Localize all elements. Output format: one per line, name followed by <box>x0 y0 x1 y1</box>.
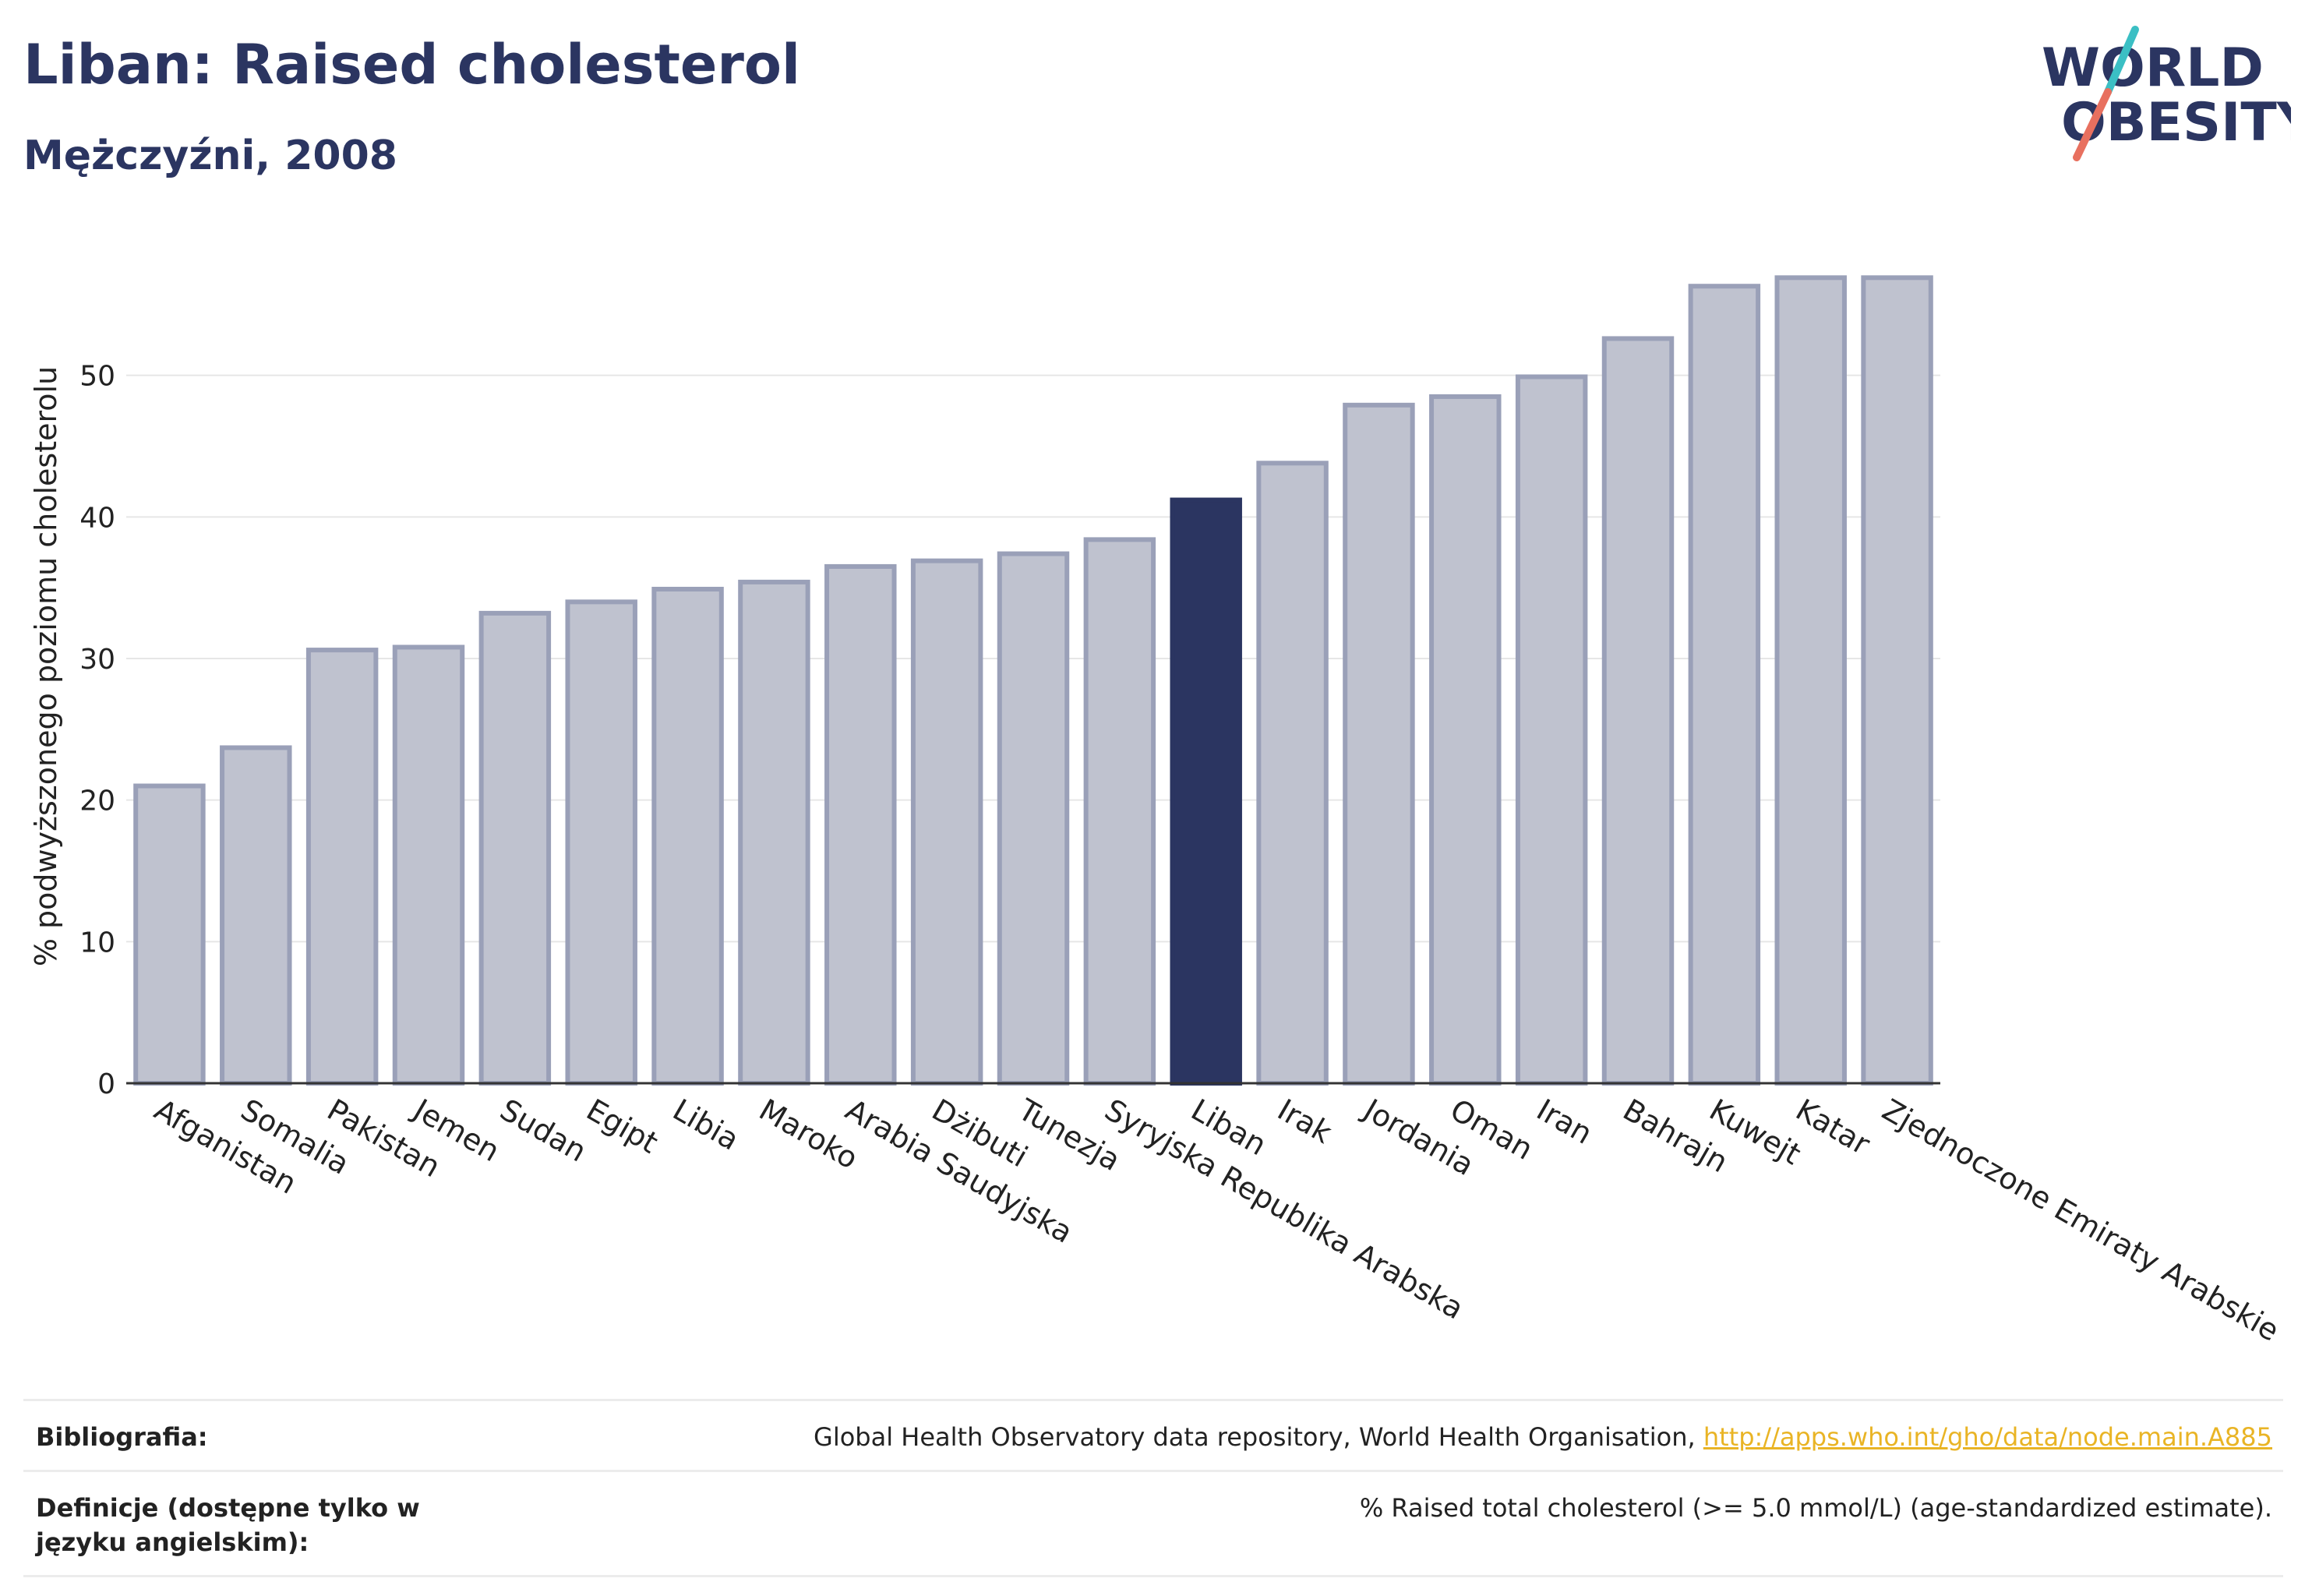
y-tick-label: 20 <box>79 786 115 817</box>
chart-bars <box>133 275 1933 1086</box>
footer-row-definitions: Definicje (dostępne tylko w języku angie… <box>23 1470 2283 1577</box>
world-obesity-logo: WORLD OBESITY <box>2042 26 2291 161</box>
bibliography-label: Bibliografia: <box>36 1422 208 1452</box>
footer-table: Bibliografia: Global Health Observatory … <box>23 1399 2283 1577</box>
bar-somalia <box>220 745 292 1086</box>
bar-maroko <box>738 579 810 1086</box>
bar-libia <box>651 586 724 1086</box>
y-tick-label: 50 <box>79 361 115 393</box>
logo-slash-bottom-icon <box>2073 88 2112 161</box>
bar-liban <box>1170 497 1242 1086</box>
bar-dżibuti <box>910 558 983 1086</box>
logo-line1: WORLD <box>2042 37 2264 99</box>
definitions-value: % Raised total cholesterol (>= 5.0 mmol/… <box>1359 1493 2272 1523</box>
bar-oman <box>1429 394 1502 1086</box>
bibliography-link[interactable]: http://apps.who.int/gho/data/node.main.A… <box>1703 1422 2272 1452</box>
page-subtitle: Mężczyźni, 2008 <box>23 132 397 179</box>
bar-zjednoczone-emiraty-arabskie <box>1861 275 1933 1086</box>
bar-jordania <box>1343 402 1415 1086</box>
bar-pakistan <box>305 648 379 1086</box>
bar-katar <box>1774 275 1847 1086</box>
page-title: Liban: Raised cholesterol <box>23 33 800 97</box>
definitions-label: Definicje (dostępne tylko w języku angie… <box>36 1493 420 1557</box>
y-tick-label: 40 <box>79 502 115 534</box>
bar-afganistan <box>133 783 206 1086</box>
bar-syryjska-republika-arabska <box>1083 537 1156 1086</box>
x-axis-ticks: AfganistanSomaliaPakistanJemenSudanEgipt… <box>149 1092 2285 1348</box>
logo-slash-top-icon <box>2104 26 2139 96</box>
bar-jemen <box>392 644 465 1086</box>
bar-irak <box>1256 461 1329 1086</box>
y-axis-label: % podwyższonego poziomu cholesterolu <box>29 366 63 966</box>
y-axis-ticks: 0 10 20 30 40 50 <box>79 361 115 1100</box>
x-tick-label: Irak <box>1272 1093 1337 1150</box>
bar-arabia-saudyjska <box>824 563 897 1086</box>
x-tick-label: Egipt <box>581 1093 664 1160</box>
bar-tunezja <box>997 551 1070 1086</box>
bar-bahrajn <box>1601 336 1675 1086</box>
bar-kuwejt <box>1688 284 1761 1086</box>
x-tick-label: Zjednoczone Emiraty Arabskie <box>1876 1093 2285 1348</box>
y-tick-label: 0 <box>97 1068 115 1100</box>
x-tick-label: Maroko <box>754 1093 864 1176</box>
footer-row-bibliography: Bibliografia: Global Health Observatory … <box>23 1399 2283 1470</box>
y-tick-label: 30 <box>79 644 115 676</box>
x-tick-label: Iran <box>1531 1093 1598 1151</box>
x-tick-label: Sudan <box>494 1093 592 1169</box>
bar-egipt <box>565 599 637 1086</box>
bar-sudan <box>478 610 552 1086</box>
y-tick-label: 10 <box>79 927 115 959</box>
bibliography-value: Global Health Observatory data repositor… <box>814 1420 2283 1454</box>
bar-iran <box>1515 374 1588 1086</box>
bibliography-text: Global Health Observatory data repositor… <box>814 1422 1703 1452</box>
bar-chart: 0 10 20 30 40 50 AfganistanSomaliaPakistanJem… <box>29 275 2285 1348</box>
x-tick-label: Libia <box>667 1093 745 1157</box>
x-tick-label: Katar <box>1790 1093 1876 1162</box>
